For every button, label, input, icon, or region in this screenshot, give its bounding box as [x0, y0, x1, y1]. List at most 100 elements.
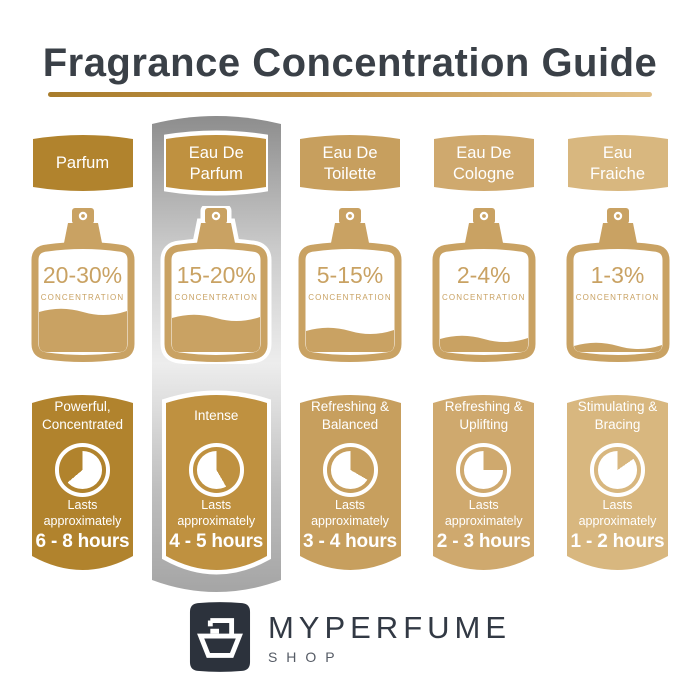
brand-subtitle: SHOP — [267, 648, 344, 665]
category-label: Eau De Toilette — [298, 129, 402, 199]
concentration-percent: 2-4% — [456, 262, 511, 288]
category-label-line: Fraiche — [589, 165, 646, 183]
character-title: Refreshing & Uplifting — [445, 397, 523, 435]
lasts-label-line: approximately — [177, 513, 256, 528]
category-label: Eau De Parfum — [164, 129, 268, 199]
category-label-line: Eau De — [188, 143, 244, 162]
character-title-line: Bracing — [594, 417, 641, 433]
duration-card: Intense Lasts approximately 4 - 5 hours — [161, 385, 272, 589]
lasts-label-line: Lasts — [67, 497, 98, 512]
concentration-percent: 1-3% — [590, 262, 645, 288]
category-tab: Eau Fraiche — [566, 129, 670, 199]
duration-value: 2 - 3 hours — [436, 531, 531, 552]
duration-clock-wedge — [464, 451, 504, 489]
duration-card: Refreshing & Balanced Lasts approximatel… — [296, 385, 405, 589]
character-title-line: Balanced — [321, 417, 379, 433]
character-title-line: Uplifting — [459, 417, 509, 433]
concentration-caption: CONCENTRATION — [40, 293, 125, 302]
tab-ribbon-shape — [31, 129, 135, 199]
lasts-label: Lasts approximately — [445, 497, 523, 530]
character-title-line: Refreshing & — [444, 399, 523, 415]
perfume-bottle-icon: 5-15% CONCENTRATION — [294, 206, 406, 364]
lasts-label-line: approximately — [444, 513, 523, 528]
duration-card: Refreshing & Uplifting Lasts approximate… — [429, 385, 538, 589]
lasts-label: Lasts approximately — [177, 497, 255, 530]
tab-ribbon-shape — [298, 129, 402, 199]
lasts-label: Lasts approximately — [311, 497, 389, 530]
lasts-label-line: Lasts — [602, 497, 633, 512]
lasts-label-line: Lasts — [201, 497, 232, 512]
category-label-line: Eau De — [456, 143, 512, 162]
duration-clock-icon — [590, 443, 645, 497]
concentration-percent: 15-20% — [176, 262, 256, 288]
character-title: Powerful, Concentrated — [42, 397, 123, 435]
bottle-shape — [27, 206, 139, 364]
tab-ribbon-shape — [566, 129, 670, 199]
column-eau-de-parfum: Eau De Parfum 15-20% CONCENTRATION Inten… — [160, 130, 272, 589]
lasts-label: Lasts approximately — [579, 497, 657, 530]
category-label-line: Eau De — [322, 143, 378, 162]
character-title-line: Stimulating & — [577, 399, 658, 415]
card-content: Intense Lasts approximately 4 - 5 hours — [166, 397, 267, 555]
bottle-shape — [562, 206, 674, 364]
duration-value: 6 - 8 hours — [35, 531, 130, 552]
duration-value: 3 - 4 hours — [303, 531, 397, 552]
card-content: Refreshing & Balanced Lasts approximatel… — [300, 397, 401, 555]
category-columns: Parfum 20-30% CONCENTRATION Powerful, Co… — [28, 130, 672, 589]
duration-card: Stimulating & Bracing Lasts approximatel… — [563, 385, 672, 589]
lasts-label-line: Lasts — [468, 497, 499, 512]
lasts-label-line: approximately — [43, 513, 122, 528]
column-eau-de-toilette: Eau De Toilette 5-15% CONCENTRATION Refr… — [296, 133, 405, 589]
concentration-caption: CONCENTRATION — [575, 293, 660, 302]
concentration-caption: CONCENTRATION — [174, 293, 258, 302]
bottle-shape — [160, 203, 272, 366]
brand-name: MYPERFUME — [267, 609, 512, 645]
duration-card: Powerful, Concentrated Lasts approximate… — [28, 385, 137, 589]
character-title: Stimulating & Bracing — [578, 397, 658, 435]
bottle-shape — [294, 206, 406, 364]
category-tab: Eau De Parfum — [161, 129, 271, 199]
category-tab: Eau De Cologne — [432, 129, 536, 199]
duration-value: 1 - 2 hours — [570, 531, 665, 552]
perfume-bottle-icon: 1-3% CONCENTRATION — [562, 206, 674, 364]
duration-clock-icon — [322, 443, 378, 497]
duration-clock-icon — [456, 443, 512, 497]
character-title: Refreshing & Balanced — [311, 397, 389, 435]
character-title-line: Intense — [194, 408, 239, 424]
character-title-line: Concentrated — [41, 417, 124, 433]
perfume-bottle-icon: 20-30% CONCENTRATION — [27, 206, 139, 364]
category-label-line: Parfum — [55, 154, 110, 173]
concentration-percent: 5-15% — [316, 262, 384, 288]
category-tab: Parfum — [31, 129, 135, 199]
duration-value: 4 - 5 hours — [169, 531, 264, 552]
column-eau-fraiche: Eau Fraiche 1-3% CONCENTRATION Stimulati… — [563, 133, 672, 589]
duration-clock-icon — [188, 443, 244, 497]
card-content: Powerful, Concentrated Lasts approximate… — [32, 397, 133, 555]
duration-clock-wedge — [330, 451, 370, 489]
duration-clock-icon — [55, 443, 110, 497]
card-content: Stimulating & Bracing Lasts approximatel… — [567, 397, 668, 555]
duration-clock-wedge — [196, 451, 236, 489]
tab-ribbon-shape — [432, 129, 536, 199]
category-label: Eau De Cologne — [432, 129, 536, 199]
concentration-caption: CONCENTRATION — [308, 293, 392, 302]
tab-ribbon-shape — [161, 129, 271, 199]
column-parfum: Parfum 20-30% CONCENTRATION Powerful, Co… — [28, 133, 137, 589]
category-label: Parfum — [31, 129, 135, 199]
concentration-caption: CONCENTRATION — [442, 293, 526, 302]
column-eau-de-cologne: Eau De Cologne 2-4% CONCENTRATION Refres… — [429, 133, 538, 589]
category-label-line: Eau — [602, 143, 633, 162]
category-label-line: Parfum — [189, 165, 243, 183]
duration-clock-wedge — [63, 451, 102, 489]
category-tab: Eau De Toilette — [298, 129, 402, 199]
duration-clock-wedge — [598, 451, 637, 489]
perfume-bottle-icon: 15-20% CONCENTRATION — [160, 203, 272, 366]
character-title-line: Powerful, — [54, 399, 111, 415]
character-title: Intense — [194, 397, 238, 435]
perfume-bottle-icon: 2-4% CONCENTRATION — [428, 206, 540, 364]
lasts-label: Lasts approximately — [44, 497, 122, 530]
category-label-line: Toilette — [323, 165, 377, 183]
card-content: Refreshing & Uplifting Lasts approximate… — [433, 397, 534, 555]
lasts-label-line: Lasts — [335, 497, 365, 512]
